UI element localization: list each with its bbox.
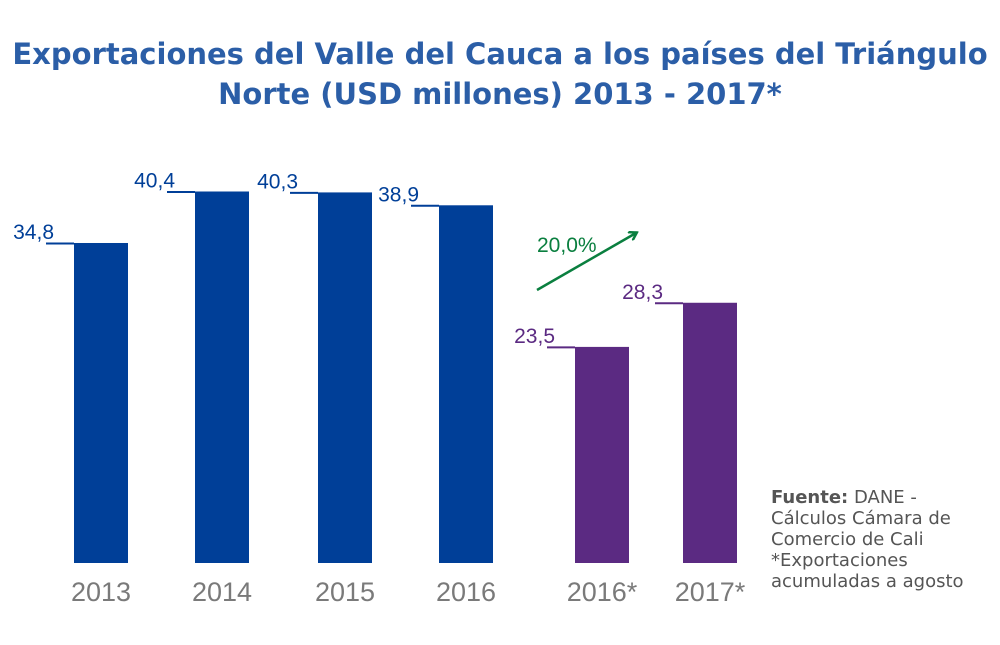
bar-2014 (195, 191, 249, 563)
source-line-3: Comercio de Cali (771, 529, 924, 550)
bar-2016 (439, 205, 493, 563)
x-tick-label-2015: 2015 (315, 577, 375, 607)
x-tick-label-2016*: 2016* (567, 577, 638, 607)
x-tick-label-2013: 2013 (71, 577, 131, 607)
value-label-2017*: 28,3 (622, 281, 663, 304)
source-line-5: acumuladas a agosto (771, 571, 964, 592)
bar-2016* (575, 346, 629, 563)
bar-2015 (318, 192, 372, 563)
chart-title: Exportaciones del Valle del Cauca a los … (0, 34, 1000, 114)
source-note: Fuente: DANE - Cálculos Cámara de Comerc… (771, 487, 996, 592)
bar-2017* (683, 302, 737, 563)
source-line-2: Cálculos Cámara de (771, 508, 951, 529)
source-text: DANE - (853, 487, 917, 508)
value-label-2016: 38,9 (378, 183, 419, 206)
x-tick-label-2014: 2014 (192, 577, 252, 607)
bar-2013 (74, 242, 128, 563)
growth-annotation: 20,0% (537, 234, 597, 257)
value-label-2014: 40,4 (134, 169, 175, 192)
x-tick-label-2016: 2016 (436, 577, 496, 607)
source-label: Fuente: (771, 487, 849, 508)
chart-title-line-1: Exportaciones del Valle del Cauca a los … (12, 37, 988, 71)
value-label-2013: 34,8 (13, 221, 54, 244)
source-line-4: *Exportaciones (771, 550, 908, 571)
x-tick-label-2017*: 2017* (675, 577, 746, 607)
growth-arrow (536, 233, 636, 292)
value-label-2015: 40,3 (257, 170, 298, 193)
chart-title-line-2: Norte (USD millones) 2013 - 2017* (218, 77, 782, 111)
value-label-2016*: 23,5 (514, 325, 555, 348)
